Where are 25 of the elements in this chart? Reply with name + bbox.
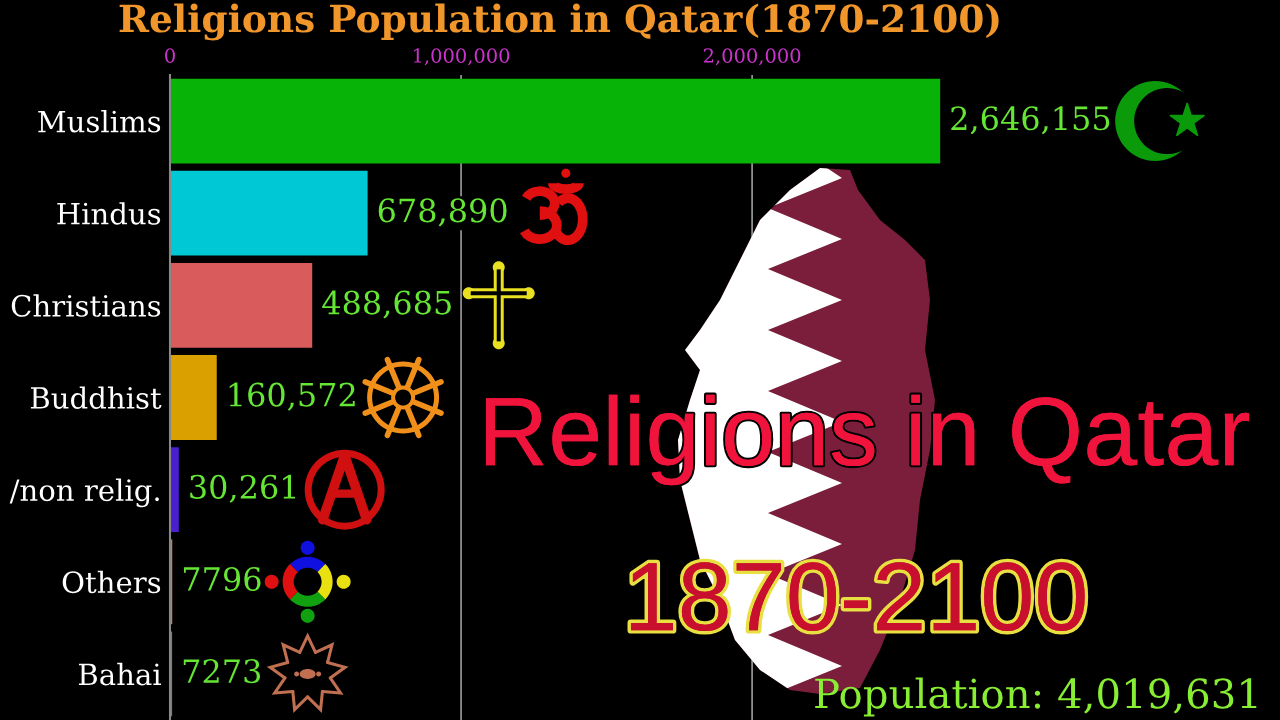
data-label: 160,572 xyxy=(229,382,355,411)
y-tick-label: Bahai xyxy=(78,662,161,686)
annotation: Population: 4,019,631 xyxy=(815,677,1257,717)
bar xyxy=(170,78,941,164)
x-tick-label: 2,000,000 xyxy=(703,48,801,66)
y-tick-label: Christians xyxy=(11,294,161,317)
data-label: 488,685 xyxy=(322,290,451,319)
y-tick-label: Others xyxy=(62,570,161,594)
y-tick-label: Buddhist xyxy=(30,386,162,409)
bar xyxy=(170,170,368,256)
x-tick-label: 1,000,000 xyxy=(413,48,510,66)
bar xyxy=(170,447,179,533)
y-tick-label: /non relig. xyxy=(9,478,159,508)
data-label: 30,261 xyxy=(190,474,296,503)
data-label: 678,890 xyxy=(378,198,507,227)
bar xyxy=(170,262,313,348)
chart-title: Religions Population in Qatar(1870-2100) xyxy=(119,3,999,41)
data-label: 2,646,155 xyxy=(951,106,1110,135)
x-tick-label: 0 xyxy=(165,48,175,63)
y-tick-label: Muslims xyxy=(38,109,161,133)
y-tick-label: Hindus xyxy=(57,202,161,225)
annotation: Religions in Qatar xyxy=(485,394,1250,486)
bar xyxy=(170,355,217,440)
data-label: 7273 xyxy=(183,659,261,684)
data-label: 7796 xyxy=(183,566,261,592)
